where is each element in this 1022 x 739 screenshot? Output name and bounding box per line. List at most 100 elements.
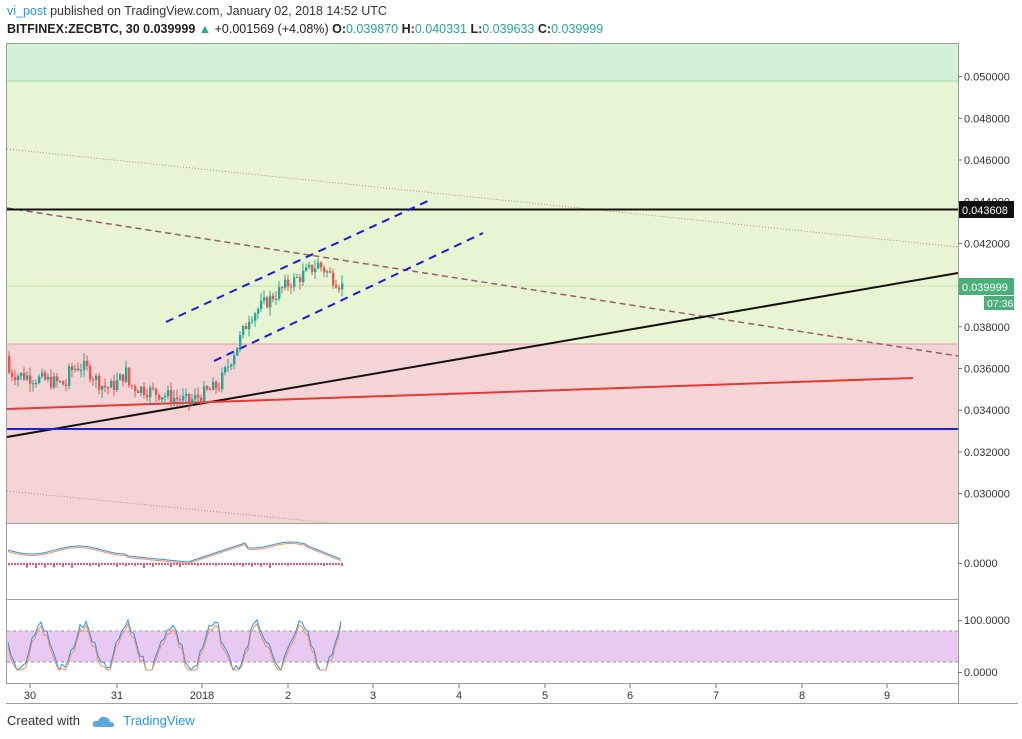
candle-body	[299, 277, 302, 282]
bar-countdown: 07:36	[987, 298, 1013, 310]
candle-body	[182, 395, 185, 401]
author-link[interactable]: vi_post	[7, 4, 47, 18]
level-price-label: 0.043608	[962, 205, 1008, 217]
candle-body	[218, 388, 221, 390]
candle-body	[77, 368, 80, 371]
candle-body	[281, 287, 284, 289]
candle-body	[170, 390, 173, 403]
candle-body	[341, 283, 344, 290]
candle-body	[98, 375, 101, 390]
stoch-d-line	[7, 622, 342, 671]
publish-text: published on TradingView.com, January 02…	[50, 4, 387, 18]
high-label: H:	[401, 22, 415, 36]
candle-body	[323, 267, 326, 273]
candle-body	[287, 279, 290, 287]
candle-body	[104, 385, 107, 388]
candle-body	[191, 399, 194, 403]
candle-body	[233, 355, 236, 365]
candle-body	[305, 267, 308, 271]
channel-lower-line[interactable]	[213, 232, 484, 362]
current-price-tag: 0.039999 07:36	[959, 278, 1014, 310]
zone-lower	[7, 344, 958, 523]
candle-body	[179, 399, 182, 401]
candle-body	[197, 394, 200, 398]
symbol-legend: BITFINEX:ZECBTC, 30 0.039999 ▲ +0.001569…	[7, 22, 603, 36]
low-value: 0.039633	[482, 22, 535, 36]
change-value: +0.001569 (+4.08%)	[214, 22, 329, 36]
candle-body	[161, 397, 164, 400]
candle-body	[38, 376, 41, 383]
ascending-trend-line[interactable]	[6, 272, 959, 438]
candle-body	[296, 277, 299, 279]
candle-body	[272, 295, 275, 300]
candle-body	[302, 270, 305, 282]
candle-body	[23, 372, 26, 380]
open-value: 0.039870	[345, 22, 399, 36]
candle-body	[329, 271, 332, 273]
candle-body	[338, 287, 341, 290]
descending-dotted-line-upper[interactable]	[6, 148, 959, 248]
price-tick-label: 0.030000	[964, 489, 1010, 501]
candle-body	[32, 383, 35, 385]
time-axis[interactable]: 30 31 2018 2 3 4 5 6 7 8 9	[24, 684, 890, 702]
channel-upper-line[interactable]	[165, 199, 431, 323]
candle-body	[314, 268, 317, 273]
symbol-name[interactable]: BITFINEX:ZECBTC, 30	[7, 22, 140, 36]
candle-body	[209, 389, 212, 391]
candle-body	[47, 376, 50, 380]
current-price-label: 0.039999	[962, 282, 1008, 294]
publish-info: vi_post published on TradingView.com, Ja…	[7, 4, 387, 18]
time-tick-label: 30	[24, 690, 36, 702]
candle-body	[194, 394, 197, 400]
price-tick-label: 0.038000	[964, 322, 1010, 334]
candle-body	[230, 364, 233, 367]
stoch-band	[7, 631, 958, 662]
candle-body	[284, 279, 287, 288]
macd-pane-border	[6, 523, 959, 600]
candle-body	[80, 369, 83, 371]
macd-signal-line	[7, 542, 342, 565]
candle-body	[308, 264, 311, 268]
macd-line	[7, 541, 342, 563]
stoch-axis-label-100: 100.0000	[964, 615, 1010, 627]
candle-body	[113, 380, 116, 391]
zone-top	[7, 44, 958, 81]
price-tick-label: 0.034000	[964, 405, 1010, 417]
candle-body	[56, 376, 59, 382]
tradingview-link[interactable]: TradingView	[123, 713, 195, 728]
candle-body	[140, 386, 143, 393]
resistance-dashed-line[interactable]	[6, 207, 959, 357]
candle-body	[167, 390, 170, 397]
macd-indicator	[7, 541, 343, 568]
candle-body	[68, 366, 71, 386]
candle-body	[155, 388, 158, 395]
descending-dotted-line-lower[interactable]	[6, 490, 331, 524]
zone-upper	[7, 81, 958, 344]
candle-body	[89, 366, 92, 380]
candlestick-series	[8, 258, 344, 411]
candle-body	[176, 397, 179, 400]
candle-body	[116, 380, 119, 391]
time-tick-label: 2018	[190, 690, 214, 702]
macd-axis-label: 0.0000	[964, 558, 998, 570]
candle-body	[311, 264, 314, 273]
candle-body	[212, 381, 215, 390]
red-support-line[interactable]	[6, 377, 914, 410]
price-tick-label: 0.036000	[964, 364, 1010, 376]
candle-body	[65, 384, 68, 386]
candle-body	[131, 385, 134, 387]
candle-body	[92, 379, 95, 381]
stoch-rsi-indicator	[7, 618, 342, 672]
candle-body	[278, 287, 281, 299]
price-tick-label: 0.050000	[964, 72, 1010, 84]
candle-body	[173, 397, 176, 403]
candle-body	[242, 325, 245, 335]
price-tick-label: 0.042000	[964, 238, 1010, 250]
candle-body	[14, 377, 17, 381]
low-label: L:	[470, 22, 483, 36]
candle-body	[17, 375, 20, 381]
candle-body	[143, 386, 146, 396]
high-value: 0.040331	[414, 22, 467, 36]
candle-body	[128, 367, 131, 386]
